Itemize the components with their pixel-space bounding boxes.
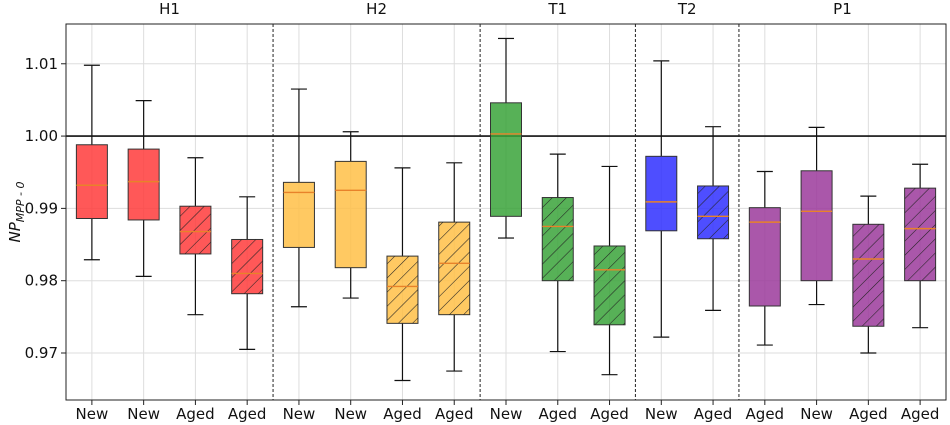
- box-body-5: [334, 160, 367, 269]
- x-tick-label-7: Aged: [435, 405, 474, 423]
- x-tick-label-8: New: [490, 405, 523, 423]
- group-label-2: T1: [547, 0, 567, 18]
- y-tick-label-2: 0.99: [25, 199, 58, 217]
- x-tick-label-10: Aged: [590, 405, 629, 423]
- y-tick-label-1: 0.98: [25, 272, 58, 290]
- box-10: [593, 165, 626, 376]
- y-tick-label-0: 0.97: [25, 344, 58, 362]
- box-5: [334, 131, 367, 299]
- box-body-8: [490, 102, 522, 217]
- x-tick-label-1: New: [127, 405, 160, 423]
- box-body-0: [75, 144, 108, 220]
- group-label-4: P1: [833, 0, 852, 18]
- box-hatch-10: [594, 245, 626, 325]
- group-label-3: T2: [677, 0, 697, 18]
- boxes: [75, 37, 937, 382]
- group-separators: [272, 24, 740, 400]
- x-tick-label-14: New: [800, 405, 833, 423]
- x-axis-labels: New New Aged Aged New New Aged Aged New Aged Aged N…: [76, 400, 940, 423]
- box-body-13: [748, 207, 781, 307]
- box-hatch-6: [386, 256, 418, 324]
- box-0: [75, 64, 108, 261]
- box-14: [800, 126, 833, 306]
- x-tick-label-6: Aged: [383, 405, 422, 423]
- box-body-11: [645, 155, 678, 232]
- group-label-0: H1: [159, 0, 180, 18]
- box-hatch-2: [179, 206, 211, 254]
- box-7: [438, 162, 471, 372]
- box-9: [541, 153, 574, 353]
- box-hatch-3: [231, 239, 263, 294]
- box-hatch-9: [542, 197, 574, 281]
- group-label-1: H2: [366, 0, 387, 18]
- x-tick-label-16: Aged: [901, 405, 940, 423]
- box-11: [645, 60, 678, 338]
- box-body-1: [127, 148, 160, 221]
- box-2: [179, 157, 212, 316]
- group-labels: H1 H2 T1 T2 P1: [159, 0, 852, 18]
- y-tick-label-4: 1.01: [25, 55, 58, 73]
- box-15: [852, 195, 885, 354]
- x-tick-label-4: New: [283, 405, 316, 423]
- box-8: [490, 37, 522, 239]
- box-hatch-16: [904, 188, 936, 281]
- x-tick-label-13: Aged: [746, 405, 785, 423]
- x-tick-label-0: New: [76, 405, 109, 423]
- y-tick-label-3: 1.00: [25, 127, 58, 145]
- box-6: [386, 167, 419, 382]
- box-hatch-15: [852, 224, 884, 327]
- box-body-4: [282, 181, 315, 248]
- box-13: [748, 170, 781, 346]
- box-1: [127, 100, 160, 277]
- y-axis-title: NPMPP - 0: [6, 181, 27, 242]
- y-axis-title-subscript: MPP - 0: [14, 181, 27, 222]
- x-tick-label-12: Aged: [694, 405, 733, 423]
- box-16: [904, 163, 937, 329]
- x-tick-label-2: Aged: [176, 405, 215, 423]
- box-body-14: [800, 170, 833, 282]
- box-hatch-7: [438, 222, 470, 315]
- x-tick-label-9: Aged: [538, 405, 577, 423]
- box-12: [697, 126, 730, 311]
- box-4: [282, 88, 315, 308]
- y-axis-title-main: NP: [6, 221, 24, 242]
- x-tick-label-3: Aged: [228, 405, 267, 423]
- box-hatch-12: [697, 185, 729, 239]
- y-axis: 0.97 0.98 0.99 1.00 1.01: [25, 55, 66, 362]
- x-tick-label-5: New: [334, 405, 367, 423]
- x-tick-label-15: Aged: [849, 405, 888, 423]
- x-tick-label-11: New: [645, 405, 678, 423]
- box-3: [231, 196, 264, 350]
